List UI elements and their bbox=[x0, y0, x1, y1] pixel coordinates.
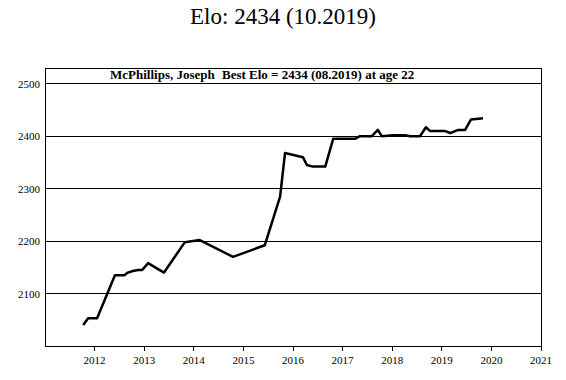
grid-line bbox=[45, 83, 541, 84]
annotation: Best Elo = 2434 (08.2019) at age 22 bbox=[222, 67, 414, 82]
y-tick-label: 2100 bbox=[18, 288, 41, 300]
x-tick bbox=[94, 346, 95, 351]
background bbox=[0, 0, 566, 380]
subtitle: McPhillips, Joseph bbox=[110, 67, 216, 82]
x-tick-label: 2016 bbox=[282, 354, 305, 366]
x-tick bbox=[342, 346, 343, 351]
y-tick-label: 2400 bbox=[18, 130, 41, 142]
x-tick bbox=[243, 346, 244, 351]
x-tick bbox=[441, 346, 442, 351]
y-axis bbox=[45, 68, 46, 346]
grid-line bbox=[45, 241, 541, 242]
x-tick bbox=[541, 346, 542, 351]
frame-right bbox=[541, 68, 542, 346]
x-tick bbox=[491, 346, 492, 351]
x-tick-label: 2015 bbox=[232, 354, 255, 366]
title: Elo: 2434 (10.2019) bbox=[190, 4, 376, 29]
x-tick-label: 2021 bbox=[530, 354, 552, 366]
x-tick bbox=[392, 346, 393, 351]
x-tick-label: 2019 bbox=[431, 354, 454, 366]
x-tick bbox=[293, 346, 294, 351]
grid-line bbox=[45, 188, 541, 189]
grid-line bbox=[45, 293, 541, 294]
x-tick-label: 2018 bbox=[381, 354, 404, 366]
x-tick-label: 2013 bbox=[133, 354, 156, 366]
x-tick-label: 2012 bbox=[84, 354, 106, 366]
elo-line bbox=[83, 118, 483, 325]
x-tick-label: 2017 bbox=[332, 354, 355, 366]
x-tick bbox=[144, 346, 145, 351]
x-tick-label: 2020 bbox=[480, 354, 503, 366]
x-tick-label: 2014 bbox=[183, 354, 206, 366]
y-tick-label: 2300 bbox=[18, 183, 41, 195]
y-tick-label: 2500 bbox=[18, 78, 41, 90]
x-tick bbox=[193, 346, 194, 351]
grid-line bbox=[45, 136, 541, 137]
plot-area bbox=[83, 118, 483, 325]
y-tick-label: 2200 bbox=[18, 235, 41, 247]
chart: Elo: 2434 (10.2019) 2100 2200 2300 2400 2500 2… bbox=[0, 0, 566, 380]
